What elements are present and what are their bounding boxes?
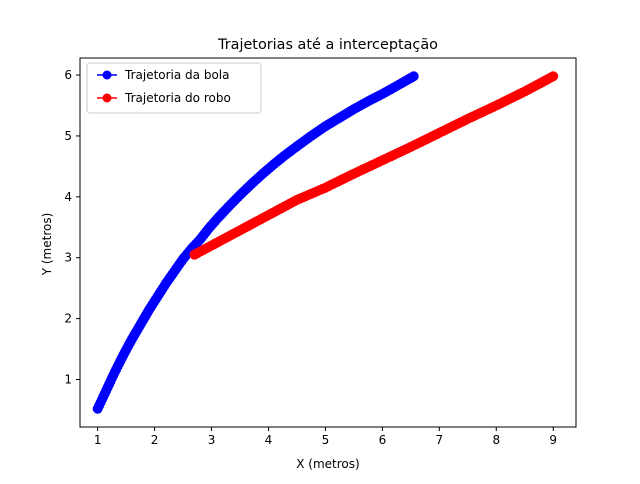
x-tick-label: 4 — [265, 433, 273, 447]
legend-label: Trajetoria da bola — [124, 68, 229, 82]
x-tick-label: 1 — [94, 433, 102, 447]
data-point — [548, 71, 559, 82]
data-point — [408, 71, 419, 82]
y-tick-label: 6 — [64, 68, 72, 82]
legend-item: Trajetoria do robo — [97, 91, 231, 105]
y-tick-label: 2 — [64, 312, 72, 326]
x-tick-label: 8 — [492, 433, 500, 447]
y-tick-label: 1 — [64, 373, 72, 387]
x-tick-label: 2 — [151, 433, 159, 447]
x-tick-label: 7 — [436, 433, 444, 447]
x-tick-label: 5 — [322, 433, 330, 447]
axes-frame — [79, 57, 577, 428]
x-tick-label: 3 — [208, 433, 216, 447]
series-markers-1 — [189, 71, 559, 260]
x-tick-label: 6 — [379, 433, 387, 447]
y-tick-label: 5 — [64, 129, 72, 143]
plot-area: 1 2 3 4 5 6 7 8 9 1 2 3 4 5 6 — [64, 57, 577, 447]
x-axis-label: X (metros) — [296, 457, 359, 471]
legend-marker — [102, 93, 112, 103]
legend-label: Trajetoria do robo — [124, 91, 231, 105]
y-tick-label: 4 — [64, 190, 72, 204]
legend-marker — [102, 70, 112, 80]
chart-title: Trajetorias até a interceptação — [217, 37, 438, 53]
y-tick-label: 3 — [64, 251, 72, 265]
y-axis-label: Y (metros) — [40, 213, 54, 277]
x-tick-label: 9 — [549, 433, 557, 447]
legend-box — [86, 62, 262, 114]
legend-item: Trajetoria da bola — [97, 68, 229, 82]
legend: Trajetoria da bola Trajetoria do robo — [86, 62, 262, 114]
series-markers-0 — [92, 71, 419, 414]
